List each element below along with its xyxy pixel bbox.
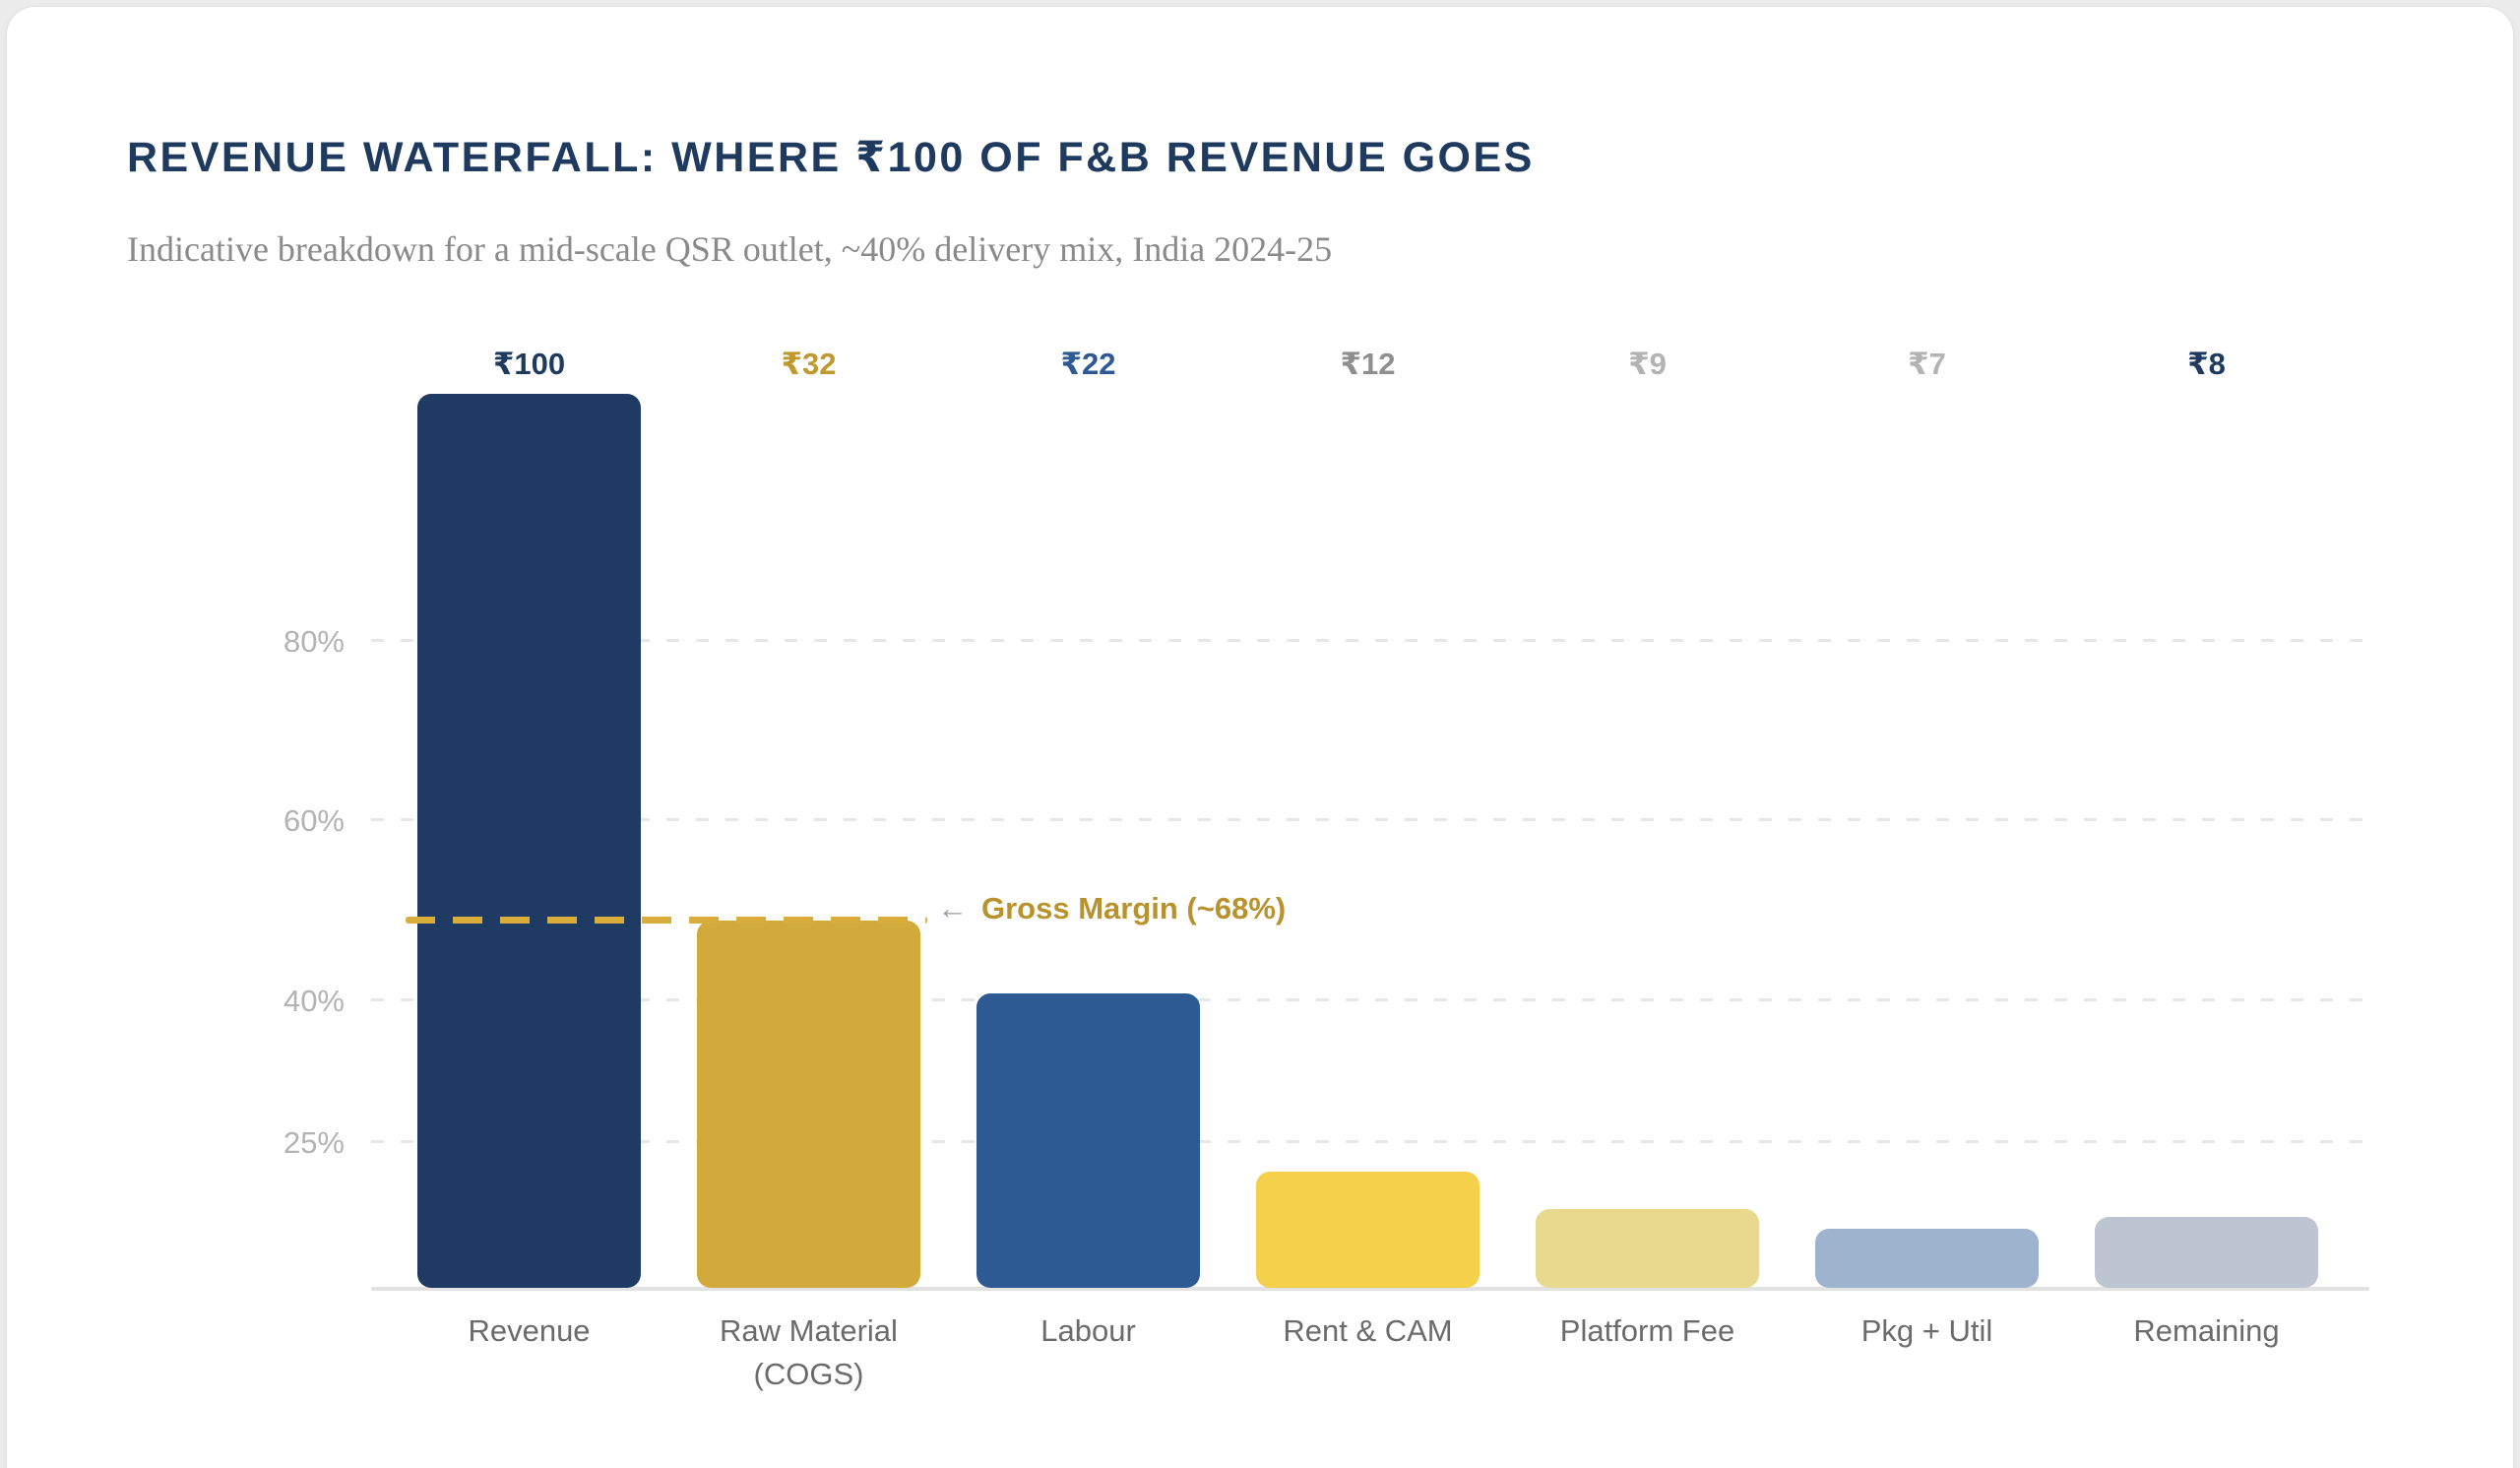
bar-column-6: ₹8 Remaining (2095, 347, 2318, 1348)
bar-column-5: ₹7 Pkg + Util (1815, 347, 2039, 1348)
x-axis-label: Remaining (2133, 1313, 2280, 1348)
gridline-40% (371, 998, 2369, 1002)
gross-margin-label: Gross Margin (~68%) (981, 890, 1287, 925)
x-axis-label: Platform Fee (1559, 1313, 1735, 1348)
bar-column-2: ₹22 Labour (976, 347, 1200, 1348)
value-label: ₹8 (2187, 347, 2226, 381)
x-axis-label: Labour (1040, 1313, 1136, 1348)
y-tick-label: 60% (283, 803, 345, 839)
x-axis-label: Rent & CAM (1283, 1313, 1453, 1348)
value-label: ₹22 (1060, 347, 1116, 381)
x-axis-line (371, 1287, 2369, 1291)
bar (1815, 1229, 2039, 1288)
bar (1256, 1171, 1480, 1288)
bar (697, 920, 920, 1288)
x-axis-label: Revenue (468, 1313, 591, 1348)
x-axis-label: Pkg + Util (1860, 1313, 1993, 1348)
bar-column-1: ₹32 Raw Material (COGS) (697, 347, 920, 1391)
y-tick-label: 40% (283, 984, 345, 1019)
bar (976, 993, 1200, 1288)
gridline-80% (371, 639, 2369, 643)
y-tick-label: 80% (283, 624, 345, 660)
value-label: ₹9 (1628, 347, 1667, 381)
gridline-60% (371, 818, 2369, 822)
plot-area: 80% 60% 40% 25% ₹100 Revenue ₹32 Raw Material(… (284, 347, 2369, 1391)
value-label: ₹32 (781, 347, 837, 381)
gross-margin-annotation: ← Gross Margin (~68%) (937, 887, 1286, 930)
page-title: REVENUE WATERFALL: WHERE ₹100 OF F&B REV… (127, 134, 1535, 181)
left-arrow-icon: ← (937, 890, 968, 925)
bar (417, 394, 641, 1288)
gridline-25% (371, 1139, 2369, 1143)
bar (2095, 1217, 2318, 1288)
y-tick-label: 25% (283, 1124, 345, 1160)
page-subtitle: Indicative breakdown for a mid-scale QSR… (127, 229, 1333, 269)
bar-column-3: ₹12 Rent & CAM (1256, 347, 1480, 1348)
gross-margin-dashed-line (406, 916, 927, 924)
bar-column-4: ₹9 Platform Fee (1536, 347, 1759, 1348)
value-label: ₹100 (492, 347, 566, 381)
value-label: ₹12 (1340, 347, 1396, 381)
x-axis-label: Raw Material (COGS) (720, 1313, 898, 1391)
chart-card: REVENUE WATERFALL: WHERE ₹100 OF F&B REV… (6, 6, 2514, 1468)
bar (1536, 1209, 1759, 1288)
value-label: ₹7 (1908, 347, 1946, 381)
bar-column-0: ₹100 Revenue (417, 347, 641, 1348)
